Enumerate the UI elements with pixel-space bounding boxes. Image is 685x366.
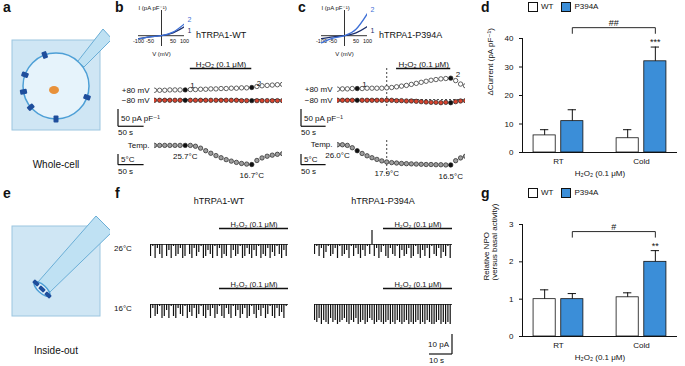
- svg-text:1: 1: [362, 80, 367, 89]
- svg-text:2: 2: [188, 16, 192, 23]
- html-text:a: a: [3, 0, 11, 15]
- html-text:f: f: [115, 185, 120, 201]
- html-text:hTRPA1-P394A: hTRPA1-P394A: [379, 30, 443, 40]
- svg-text:#: #: [611, 222, 616, 232]
- svg-text:10: 10: [505, 120, 514, 129]
- html-text:c: c: [298, 0, 306, 15]
- svg-text:H₂O₂ (0.1 μM): H₂O₂ (0.1 μM): [230, 220, 278, 229]
- svg-text:Relative NPO(versus basal acti: Relative NPO(versus basal activity): [482, 203, 499, 280]
- svg-text:RT: RT: [553, 341, 564, 350]
- svg-text:RT: RT: [553, 157, 564, 166]
- svg-text:25.7°C: 25.7°C: [173, 152, 198, 161]
- svg-text:H₂O₂ (0.1 μM): H₂O₂ (0.1 μM): [230, 280, 278, 289]
- svg-text:16.7°C: 16.7°C: [240, 171, 265, 180]
- html-text:26°C: 26°C: [114, 244, 132, 253]
- svg-text:30: 30: [505, 63, 514, 72]
- svg-text:0: 0: [509, 148, 514, 157]
- svg-text:-50: -50: [146, 38, 154, 44]
- svg-text:10 s: 10 s: [429, 356, 444, 365]
- svg-text:100: 100: [363, 38, 372, 44]
- svg-text:0: 0: [509, 332, 514, 341]
- html-text:P394A: P394A: [574, 2, 599, 12]
- svg-text:H₂O₂ (0.1 μM): H₂O₂ (0.1 μM): [575, 353, 626, 362]
- svg-text:**: **: [652, 241, 660, 251]
- html-text:hTRPA1-P394A: hTRPA1-P394A: [351, 196, 415, 206]
- svg-text:V (mV): V (mV): [335, 51, 354, 57]
- svg-text:50 s: 50 s: [301, 167, 316, 176]
- svg-text:1: 1: [190, 81, 195, 90]
- svg-text:1: 1: [509, 295, 514, 304]
- svg-text:H₂O₂ (0.1 μM): H₂O₂ (0.1 μM): [398, 60, 449, 69]
- svg-text:17.9°C: 17.9°C: [374, 169, 399, 178]
- svg-text:20: 20: [505, 91, 514, 100]
- svg-text:+80 mV: +80 mV: [305, 85, 333, 94]
- svg-text:5°C: 5°C: [121, 155, 135, 164]
- svg-text:H₂O₂ (0.1 μM): H₂O₂ (0.1 μM): [394, 220, 442, 229]
- svg-text:Cold: Cold: [633, 157, 649, 166]
- svg-text:3: 3: [509, 220, 514, 229]
- svg-text:50 s: 50 s: [118, 128, 133, 137]
- svg-text:Whole-cell: Whole-cell: [33, 159, 80, 170]
- svg-text:-100: -100: [133, 38, 144, 45]
- svg-text:Inside-out: Inside-out: [34, 345, 78, 356]
- html-text:WT: WT: [541, 188, 554, 198]
- svg-text:1: 1: [188, 27, 192, 34]
- svg-text:50 s: 50 s: [301, 128, 316, 137]
- svg-text:−80 mV: −80 mV: [122, 96, 150, 105]
- svg-text:50: 50: [170, 38, 176, 44]
- svg-text:100: 100: [180, 38, 189, 44]
- svg-text:10 pA: 10 pA: [428, 340, 450, 349]
- html-text:b: b: [115, 0, 124, 15]
- svg-text:***: ***: [650, 37, 661, 47]
- svg-text:I (pA pF⁻¹): I (pA pF⁻¹): [139, 5, 167, 11]
- html-text:-100 -50: -100 -50: [316, 38, 337, 45]
- svg-text:V (mV): V (mV): [152, 51, 171, 57]
- svg-text:I (pA pF⁻¹): I (pA pF⁻¹): [322, 5, 350, 11]
- svg-text:2: 2: [371, 6, 375, 13]
- svg-text:Temp.: Temp.: [311, 140, 333, 149]
- html-text:d: d: [481, 0, 490, 15]
- html-text:hTRPA1-WT: hTRPA1-WT: [196, 30, 247, 40]
- svg-text:H₂O₂ (0.1 μM): H₂O₂ (0.1 μM): [575, 169, 626, 178]
- svg-text:50 pA pF⁻¹: 50 pA pF⁻¹: [121, 114, 160, 123]
- svg-text:2: 2: [509, 257, 514, 266]
- svg-text:2: 2: [257, 79, 262, 88]
- svg-text:H₂O₂ (0.1 μM): H₂O₂ (0.1 μM): [196, 60, 247, 69]
- svg-text:+80 mV: +80 mV: [122, 86, 150, 95]
- svg-text:−80 mV: −80 mV: [305, 96, 333, 105]
- svg-text:1: 1: [371, 27, 375, 34]
- svg-text:26.0°C: 26.0°C: [325, 151, 350, 160]
- svg-text:50 pA pF⁻¹: 50 pA pF⁻¹: [304, 114, 343, 123]
- svg-text:Cold: Cold: [633, 341, 649, 350]
- svg-text:16.5°C: 16.5°C: [438, 171, 463, 180]
- html-text:e: e: [3, 185, 11, 201]
- svg-text:ΔCurrent (pA pF⁻¹): ΔCurrent (pA pF⁻¹): [486, 28, 495, 96]
- svg-text:40: 40: [505, 34, 514, 43]
- svg-text:50 s: 50 s: [118, 167, 133, 176]
- svg-text:##: ##: [609, 18, 619, 28]
- html-text:WT: WT: [541, 2, 554, 12]
- html-text:P394A: P394A: [574, 188, 599, 198]
- html-text:16°C: 16°C: [114, 304, 132, 313]
- html-text:hTRPA1-WT: hTRPA1-WT: [193, 196, 245, 206]
- svg-text:5°C: 5°C: [304, 155, 318, 164]
- svg-text:50: 50: [353, 38, 359, 44]
- svg-text:H₂O₂ (0.1 μM): H₂O₂ (0.1 μM): [394, 280, 442, 289]
- html-text:g: g: [481, 185, 490, 201]
- svg-text:2: 2: [456, 70, 461, 79]
- svg-text:Temp.: Temp.: [128, 141, 150, 150]
